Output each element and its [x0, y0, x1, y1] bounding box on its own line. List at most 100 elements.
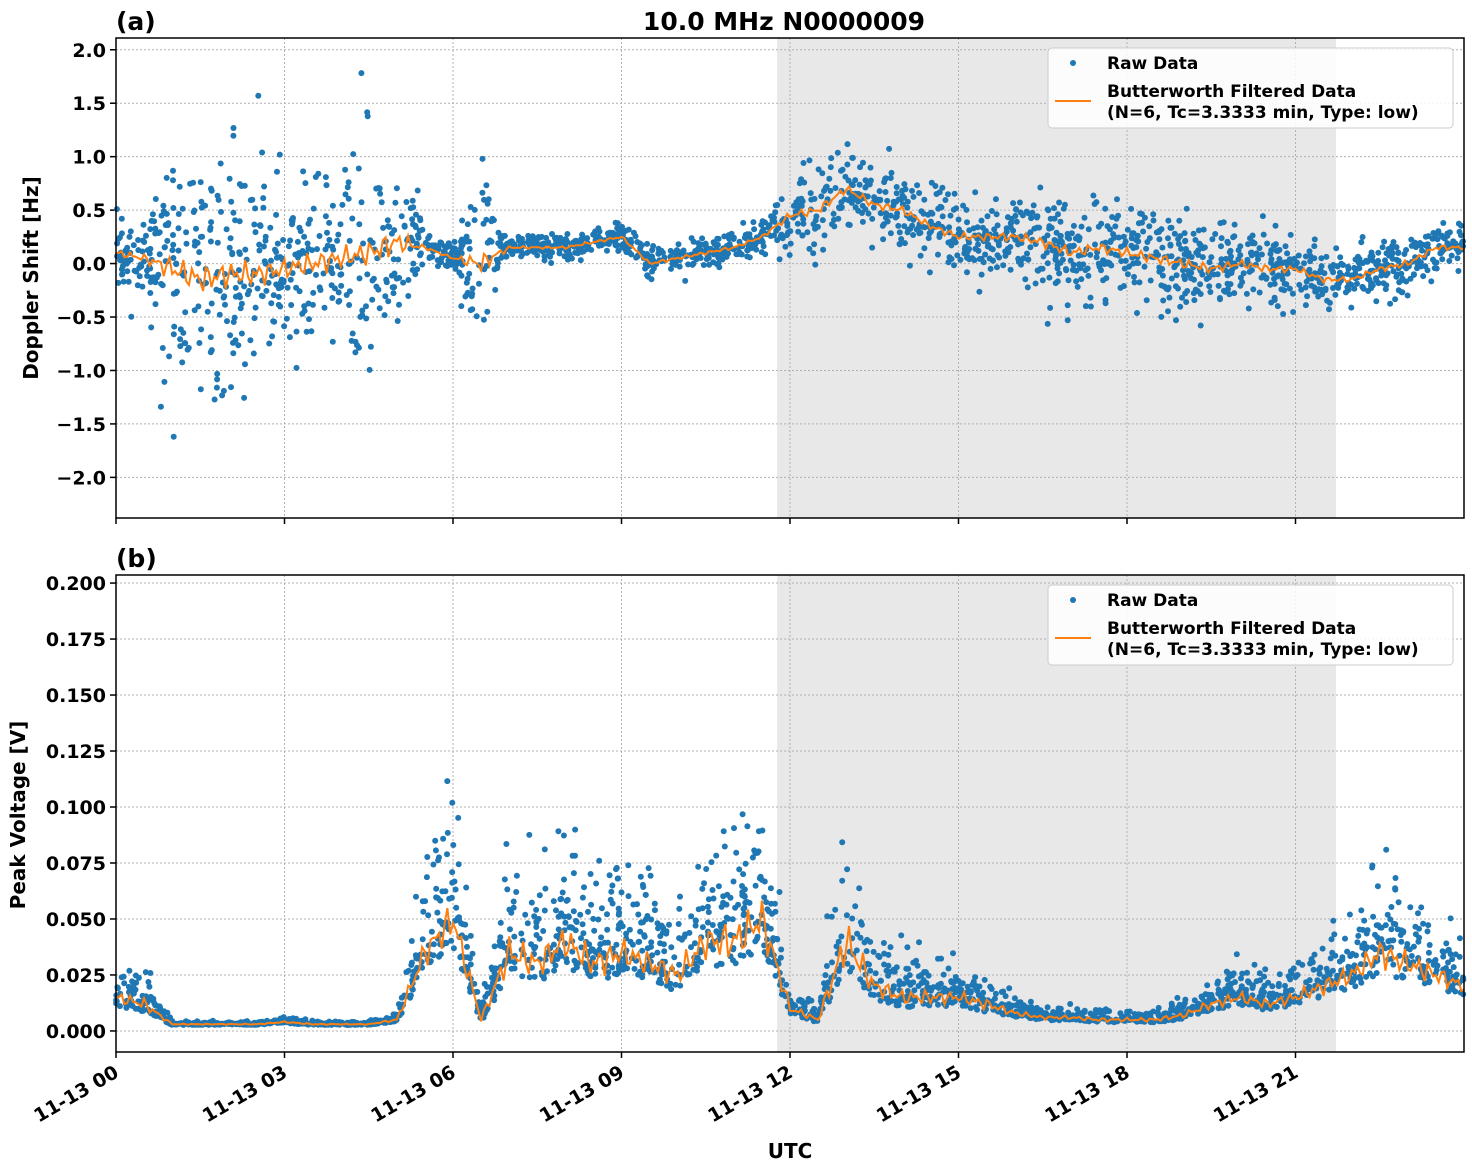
raw-data-point — [301, 233, 308, 240]
raw-data-point — [356, 275, 363, 282]
raw-data-point — [625, 893, 632, 900]
raw-data-point — [1424, 241, 1431, 248]
raw-data-point — [768, 900, 775, 907]
raw-data-point — [1098, 267, 1104, 274]
raw-data-point — [656, 976, 663, 983]
raw-data-point — [1318, 255, 1325, 262]
raw-data-point — [190, 209, 197, 215]
raw-data-point — [872, 970, 879, 977]
raw-data-point — [519, 973, 526, 980]
raw-data-point — [632, 233, 639, 240]
raw-data-point — [1323, 253, 1330, 260]
raw-data-point — [1443, 940, 1450, 947]
raw-data-point — [135, 237, 142, 243]
raw-data-point — [302, 180, 309, 187]
raw-data-point — [1268, 299, 1275, 306]
legend-box — [1047, 584, 1454, 666]
raw-data-point — [127, 228, 134, 235]
raw-data-point — [870, 204, 877, 211]
raw-data-point — [648, 916, 655, 923]
raw-data-point — [1032, 280, 1039, 287]
raw-data-point — [130, 990, 137, 997]
raw-data-point — [1395, 250, 1402, 256]
raw-data-point — [695, 863, 702, 870]
raw-data-point — [685, 261, 692, 268]
raw-data-point — [767, 885, 774, 892]
raw-data-point — [1019, 212, 1026, 219]
y-tick-label: 2.0 — [72, 40, 106, 62]
raw-data-point — [1434, 236, 1441, 243]
raw-data-point — [1339, 956, 1346, 963]
raw-data-point — [1227, 247, 1234, 254]
y-tick-label: 0.000 — [46, 1021, 106, 1043]
raw-data-point — [1243, 290, 1250, 297]
raw-data-point — [152, 196, 159, 202]
raw-data-point — [1070, 261, 1077, 268]
raw-data-point — [1357, 961, 1364, 968]
raw-data-point — [300, 168, 307, 175]
raw-data-point — [434, 909, 441, 916]
raw-data-point — [827, 187, 834, 194]
raw-data-point — [1224, 272, 1231, 279]
raw-data-point — [1107, 237, 1114, 244]
raw-data-point — [972, 189, 979, 196]
raw-data-point — [310, 205, 317, 212]
raw-data-point — [1185, 268, 1192, 274]
raw-data-point — [281, 323, 288, 330]
raw-data-point — [1395, 258, 1402, 264]
raw-data-point — [783, 981, 790, 988]
raw-data-point — [1231, 221, 1238, 228]
raw-data-point — [590, 915, 597, 922]
raw-data-point — [730, 957, 736, 964]
raw-data-point — [287, 276, 294, 283]
raw-data-point — [179, 359, 186, 366]
raw-data-point — [227, 332, 234, 339]
raw-data-point — [329, 295, 336, 301]
raw-data-point — [1047, 304, 1054, 311]
raw-data-point — [640, 884, 647, 890]
raw-data-point — [705, 896, 712, 903]
raw-data-point — [1404, 941, 1411, 947]
raw-data-point — [511, 933, 518, 940]
raw-data-point — [214, 376, 221, 383]
raw-data-point — [1354, 939, 1361, 946]
raw-data-point — [820, 246, 827, 253]
raw-data-point — [275, 301, 282, 308]
raw-data-point — [1421, 980, 1428, 987]
raw-data-point — [591, 927, 598, 934]
raw-data-point — [1146, 223, 1153, 230]
raw-data-point — [562, 919, 569, 926]
raw-data-point — [1249, 240, 1256, 247]
raw-data-point — [896, 978, 903, 985]
raw-data-point — [417, 217, 424, 224]
raw-data-point — [405, 293, 412, 299]
raw-data-point — [715, 883, 722, 890]
raw-data-point — [345, 179, 352, 186]
raw-data-point — [1420, 920, 1427, 927]
raw-data-point — [800, 220, 807, 227]
raw-data-point — [684, 971, 691, 978]
raw-data-point — [1076, 262, 1083, 269]
raw-data-point — [810, 250, 817, 257]
raw-data-point — [829, 959, 835, 966]
raw-data-point — [382, 293, 389, 300]
raw-data-point — [569, 239, 576, 246]
raw-data-point — [236, 218, 243, 225]
raw-data-point — [118, 215, 125, 222]
raw-data-point — [287, 237, 294, 244]
raw-data-point — [1031, 1010, 1038, 1017]
raw-data-point — [1390, 268, 1397, 275]
raw-data-point — [466, 245, 473, 252]
raw-data-point — [914, 962, 921, 969]
raw-data-point — [893, 190, 900, 197]
raw-data-point — [1445, 947, 1452, 954]
raw-data-point — [984, 243, 991, 250]
raw-data-point — [1369, 282, 1376, 289]
raw-data-point — [550, 898, 557, 905]
raw-data-point — [237, 294, 243, 301]
raw-data-point — [580, 930, 587, 937]
raw-data-point — [242, 361, 248, 368]
raw-data-point — [367, 343, 374, 350]
raw-data-point — [149, 211, 156, 218]
raw-data-point — [739, 883, 745, 889]
